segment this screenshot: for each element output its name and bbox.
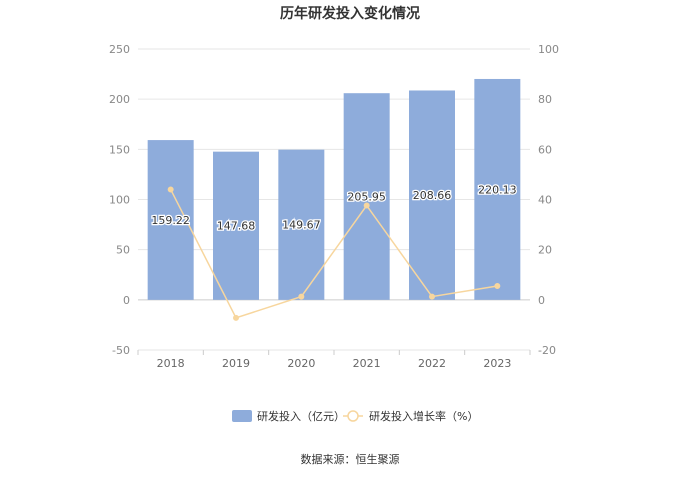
- x-tick-label: 2022: [418, 357, 446, 370]
- chart-title: 历年研发投入变化情况: [280, 5, 420, 22]
- legend-line-marker[interactable]: [347, 410, 359, 422]
- x-axis: 2018 2019 2020 2021 2022 2023: [137, 350, 531, 370]
- bar[interactable]: [343, 93, 390, 300]
- legend-bar-label[interactable]: 研发投入（亿元）: [257, 409, 345, 423]
- line-point[interactable]: [363, 202, 370, 209]
- x-tick-label: 2019: [222, 357, 250, 370]
- left-y-tick-label: 100: [109, 194, 130, 207]
- right-y-tick-label: 100: [538, 43, 559, 56]
- bar-value-label: 159.22: [151, 214, 190, 227]
- bar-value-label: 205.95: [347, 191, 386, 204]
- bar[interactable]: [474, 78, 521, 300]
- bar-series: [147, 78, 521, 300]
- bar[interactable]: [213, 151, 259, 300]
- source-note: 数据来源：恒生聚源: [301, 452, 400, 466]
- right-y-tick-label: -20: [538, 344, 556, 357]
- left-y-tick-label: 0: [123, 294, 130, 307]
- x-tick-label: 2020: [287, 357, 315, 370]
- left-y-tick-label: 50: [116, 244, 130, 257]
- right-y-axis: -20 0 20 40 60 80 100: [538, 43, 559, 357]
- line-point[interactable]: [233, 314, 239, 321]
- line-series: 159.22 147.68 149.67 205.95 208.66 220.13: [150, 182, 518, 321]
- bar-value-label: 149.67: [282, 219, 321, 232]
- x-tick-label: 2021: [353, 357, 381, 370]
- line-point[interactable]: [494, 283, 501, 290]
- x-tick-label: 2023: [483, 357, 511, 370]
- right-y-tick-label: 20: [538, 244, 552, 257]
- left-y-axis: -50 0 50 100 150 200 250: [109, 43, 130, 357]
- bar-value-label: 208.66: [413, 189, 452, 202]
- line-point[interactable]: [429, 293, 435, 300]
- left-y-tick-label: 250: [109, 43, 130, 56]
- right-y-tick-label: 60: [538, 143, 552, 156]
- bar-value-label: 147.68: [217, 220, 256, 233]
- legend-line-label[interactable]: 研发投入增长率（%）: [369, 409, 478, 423]
- right-y-tick-label: 0: [538, 294, 545, 307]
- growth-rate-line: [169, 189, 498, 319]
- bar-value-label: 220.13: [478, 183, 517, 196]
- x-tick-label: 2018: [157, 357, 185, 370]
- legend: 研发投入（亿元） 研发投入增长率（%）: [232, 409, 478, 423]
- left-y-tick-label: -50: [112, 344, 130, 357]
- right-y-tick-label: 80: [538, 93, 552, 106]
- right-y-tick-label: 40: [538, 194, 552, 207]
- left-y-tick-label: 150: [109, 143, 130, 156]
- left-y-tick-label: 200: [109, 93, 130, 106]
- legend-bar-swatch[interactable]: [232, 410, 252, 422]
- grid-lines: [138, 48, 530, 351]
- line-point[interactable]: [167, 186, 174, 193]
- bar[interactable]: [409, 90, 455, 300]
- line-point[interactable]: [298, 293, 305, 300]
